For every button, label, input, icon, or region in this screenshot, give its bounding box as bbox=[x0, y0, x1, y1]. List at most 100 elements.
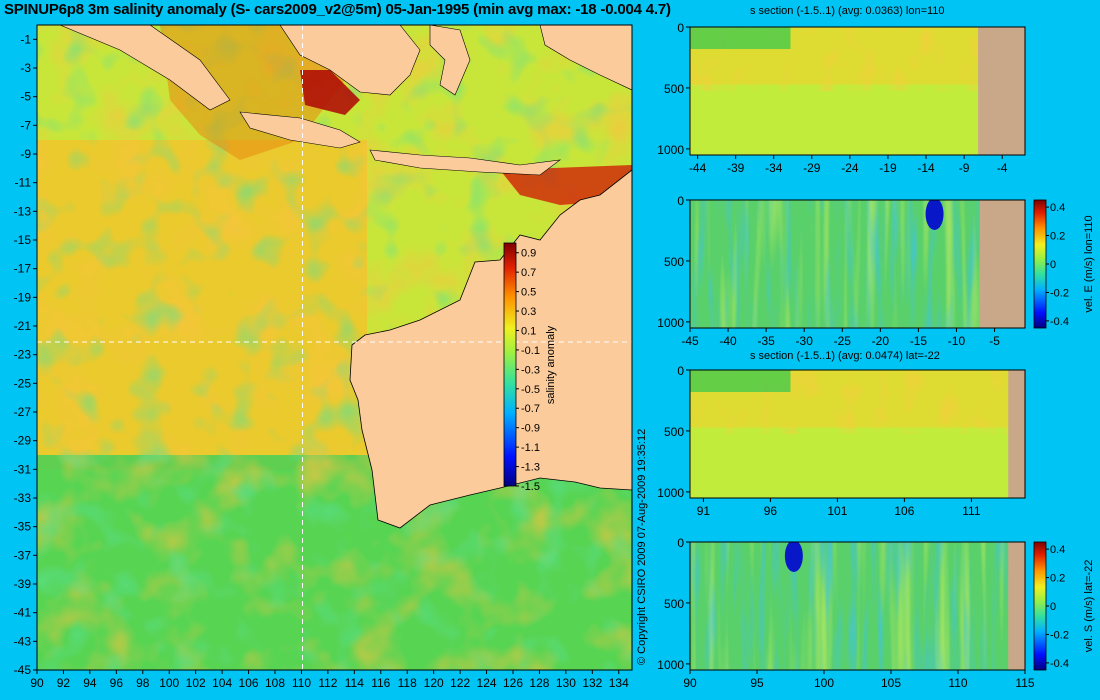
vel-e-lon110-x-tick-label: -40 bbox=[719, 334, 737, 348]
map-y-tick-label: -17 bbox=[14, 262, 32, 276]
vel-s-lat-22-x-tick-label: 105 bbox=[881, 676, 901, 690]
s-section-lon110-surface-fresh bbox=[690, 27, 791, 49]
s-section-lon110-land bbox=[978, 27, 1025, 155]
s-section-lon110-y-tick-label: 1000 bbox=[657, 143, 684, 157]
map-x-tick-label: 116 bbox=[371, 676, 390, 690]
vel-e-lon110-colorbar-tick-label: -0.2 bbox=[1050, 287, 1069, 299]
map-x-tick-label: 106 bbox=[239, 676, 259, 690]
map-x-tick-label: 134 bbox=[609, 676, 629, 690]
map-y-tick-label: -3 bbox=[20, 61, 31, 75]
map-y-tick-label: -9 bbox=[20, 147, 31, 161]
vel-s-lat-22-colorbar-tick-label: 0.4 bbox=[1050, 544, 1065, 556]
map-x-tick-label: 114 bbox=[345, 676, 364, 690]
sumatra-land bbox=[59, 25, 231, 111]
map-colorbar-tick-label: 0.5 bbox=[521, 287, 536, 299]
s-section-lat-22-y-tick-label: 1000 bbox=[657, 486, 684, 500]
map-y-tick-label: -21 bbox=[14, 319, 32, 333]
main-title: SPINUP6p8 3m salinity anomaly (S- cars20… bbox=[4, 1, 671, 18]
s-section-lat-22-surface-fresh bbox=[690, 370, 791, 392]
vel-s-lat-22-streaks-neg bbox=[690, 542, 1025, 670]
vel-e-lon110-colorbar-tick-label: 0.2 bbox=[1050, 231, 1065, 243]
map-x-tick-label: 124 bbox=[477, 676, 497, 690]
s-section-lat-22-land bbox=[1008, 370, 1025, 498]
vel-e-lon110-jet-core bbox=[925, 200, 944, 230]
map-y-tick-label: -33 bbox=[14, 491, 32, 505]
map-y-tick-label: -37 bbox=[14, 548, 32, 562]
map-y-tick-label: -13 bbox=[14, 204, 32, 218]
s-section-lat-22-y-tick-label: 500 bbox=[664, 425, 684, 439]
vel-s-lat-22-colorbar bbox=[1033, 541, 1047, 671]
s-section-lat-title: s section (-1.5..1) (avg: 0.0474) lat=-2… bbox=[750, 350, 940, 362]
map-x-tick-label: 100 bbox=[159, 676, 179, 690]
vel-s-lat-22-x-tick-label: 115 bbox=[1015, 676, 1034, 690]
map-y-tick-label: -5 bbox=[20, 90, 31, 104]
vel-e-lon110-x-tick-label: -25 bbox=[834, 334, 852, 348]
vel-s-lat-22-colorbar-tick-label: 0.2 bbox=[1050, 573, 1065, 585]
vel-e-lon110-frame bbox=[689, 199, 1026, 329]
map-colorbar-tick-label: -0.5 bbox=[521, 384, 540, 396]
s-section-lat-22-x-tick-label: 101 bbox=[827, 504, 847, 518]
map-colorbar-tick-label: 0.3 bbox=[521, 306, 536, 318]
map-colorbar-ticks: 0.9 0.7 0.5 0.3 0.1 -0.1 -0.3 -0.5 -0.7 -0.9 -1.1 -… bbox=[516, 248, 540, 493]
s-section-lat-22-y-tick-label: 0 bbox=[677, 364, 684, 378]
vel-e-lon110-x-tick-label: -10 bbox=[948, 334, 966, 348]
map-x-tick-label: 102 bbox=[186, 676, 206, 690]
vel-e-lon110-streaks-neg bbox=[690, 200, 1025, 328]
vel-s-lat-22-frame bbox=[689, 541, 1026, 671]
vel-s-lat-22-colorbar-tick-label: 0 bbox=[1050, 601, 1056, 613]
map-colorbar-tick-label: -0.9 bbox=[521, 423, 540, 435]
s-section-lon110-x-tick-label: -4 bbox=[997, 161, 1008, 175]
map-x-tick-label: 92 bbox=[57, 676, 71, 690]
vel-e-lon110-colorbar-tick-label: 0.4 bbox=[1050, 202, 1065, 214]
map-y-tick-label: -35 bbox=[14, 520, 32, 534]
map-x-tick-label: 120 bbox=[424, 676, 444, 690]
sunda-plume bbox=[300, 70, 360, 115]
map-x-tick-label: 122 bbox=[450, 676, 470, 690]
vel-s-lat-22-x-tick-label: 110 bbox=[948, 676, 967, 690]
map-y-tick-label: -39 bbox=[14, 577, 32, 591]
map-colorbar-label: salinity anomaly bbox=[545, 325, 557, 404]
s-section-lon-title: s section (-1.5..1) (avg: 0.0363) lon=11… bbox=[750, 5, 945, 17]
borneo-land bbox=[279, 25, 421, 96]
java-land bbox=[239, 111, 361, 149]
vel-e-lon110-x-tick-label: -45 bbox=[681, 334, 699, 348]
map-colorbar-tick-label: 0.9 bbox=[521, 248, 536, 260]
vel-s-lat-22-colorbar-tick-label: -0.2 bbox=[1050, 629, 1069, 641]
s-section-lat-22-frame bbox=[689, 369, 1026, 499]
map-y-tick-label: -43 bbox=[14, 634, 32, 648]
s-section-lon110-x-tick-label: -44 bbox=[689, 161, 707, 175]
s-section-lon110-x-tick-label: -24 bbox=[841, 161, 859, 175]
vel-e-lon110-x-tick-label: -15 bbox=[910, 334, 928, 348]
salinity-map: 90 92 94 96 98 100 102 104 106 108 110 112 114 116 118… bbox=[14, 24, 633, 690]
vel-e-lon110-x-tick-label: -5 bbox=[989, 334, 1000, 348]
map-frame bbox=[36, 24, 633, 671]
map-colorbar-tick-label: -0.7 bbox=[521, 403, 540, 415]
s-section-lat-22-x-tick-label: 96 bbox=[764, 504, 778, 518]
vel-s-lat-22-colorbar-label: vel. S (m/s) lat=-22 bbox=[1083, 560, 1095, 653]
map-y-tick-label: -11 bbox=[15, 176, 32, 190]
s-section-lon110-y-tick-label: 500 bbox=[664, 82, 684, 96]
map-x-tick-label: 112 bbox=[318, 676, 337, 690]
map-y-tick-label: -19 bbox=[14, 290, 32, 304]
map-x-tick-label: 94 bbox=[83, 676, 97, 690]
vel-s-lat-22-land bbox=[1008, 542, 1025, 670]
map-x-tick-label: 96 bbox=[110, 676, 124, 690]
lesser-sunda-land bbox=[369, 149, 562, 176]
vel-e-lon110-colorbar-label: vel. E (m/s) lon=110 bbox=[1083, 215, 1095, 312]
vel-s-lat-22-colorbar-tick-label: -0.4 bbox=[1050, 658, 1069, 670]
map-x-tick-label: 110 bbox=[292, 676, 311, 690]
map-x-tick-label: 104 bbox=[212, 676, 232, 690]
vel-e-lon110-colorbar-tick-label: 0 bbox=[1050, 259, 1056, 271]
map-y-tick-label: -1 bbox=[20, 32, 31, 46]
vel-e-lon110-x-tick-label: -35 bbox=[757, 334, 775, 348]
map-y-tick-label: -23 bbox=[14, 348, 32, 362]
vel-e-lon110-y-tick-label: 500 bbox=[664, 255, 684, 269]
map-y-tick-label: -29 bbox=[14, 434, 32, 448]
s-section-lon110-x-tick-label: -39 bbox=[727, 161, 745, 175]
vel-s-lat-22-jet-core bbox=[784, 542, 803, 572]
map-x-tick-label: 98 bbox=[136, 676, 150, 690]
vel-e-lon110-x-tick-label: -30 bbox=[796, 334, 814, 348]
map-colorbar-tick-label: -1.3 bbox=[521, 462, 540, 474]
s-section-lon110-x-tick-label: -14 bbox=[917, 161, 935, 175]
